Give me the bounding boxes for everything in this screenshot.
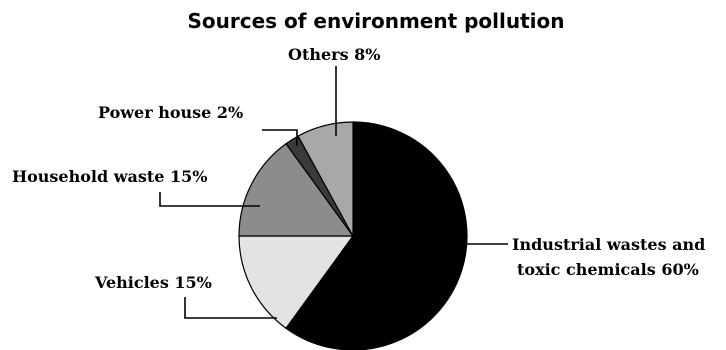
label-others: Others 8% [288,45,380,64]
pie-slice-vehicles [238,235,355,330]
leader-lines [159,66,508,319]
label-industrial: Industrial wastes and toxic chemicals 60… [512,235,711,279]
pie-slice-others [297,121,354,237]
pie-slice-household-waste [238,142,355,237]
label-vehicles: Vehicles 15% [94,273,212,292]
label-power-house: Power house 2% [98,103,243,122]
leader-line-household [159,192,260,207]
slice-labels: Industrial wastes and toxic chemicals 60… [12,45,711,292]
label-industrial-line-1: Industrial wastes and [512,235,705,254]
label-household-waste: Household waste 15% [12,167,208,186]
pie-slices [238,121,468,350]
pie-slice-industrial-wastes-and-toxic-chemicals [285,121,468,350]
chart-title: Sources of environment pollution [187,9,564,33]
leader-line-power-house [262,129,298,146]
leader-line-vehicles [184,297,277,319]
label-industrial-line-2: toxic chemicals 60% [517,260,699,279]
